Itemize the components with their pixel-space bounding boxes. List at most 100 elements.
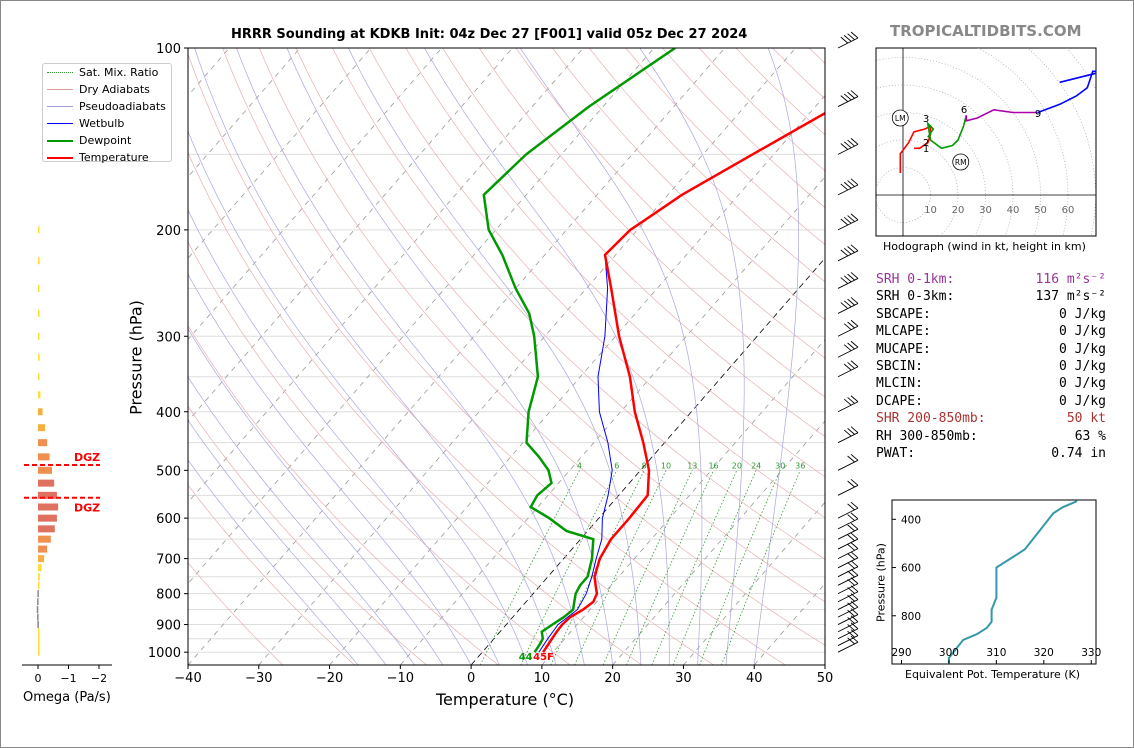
isotherm	[188, 48, 301, 178]
storm-motion-marker	[891, 109, 909, 127]
param-label: SBCAPE:	[876, 306, 931, 322]
isotherm	[258, 48, 796, 665]
pseudoadiabat	[424, 48, 670, 665]
x-tick-label: −20	[316, 671, 343, 686]
omega-bar	[36, 606, 39, 614]
hodograph-ring-label: 20	[952, 205, 965, 216]
legend-item-pseudoadiabats: Pseudoadiabats	[43, 99, 171, 115]
pseudoadiabat	[347, 48, 642, 665]
wind-barb-flag	[840, 277, 849, 284]
wind-barb-flag	[843, 141, 852, 149]
wind-barb-flag	[843, 344, 852, 352]
wind-barb-staff	[837, 635, 859, 646]
mixing-ratio-line	[550, 470, 645, 665]
mixing-ratio-label: 24	[751, 461, 761, 470]
omega-panel: DGZ DGZ 0 −1 −2	[22, 226, 112, 685]
wind-barb-staff	[837, 641, 859, 653]
theta-e-x-label: Equivalent Pot. Temperature (K)	[905, 668, 1081, 681]
wind-barb-flag	[847, 553, 855, 560]
wind-barb-staff	[837, 184, 859, 196]
wind-barb-flag	[847, 514, 855, 521]
wind-barb-flag	[850, 138, 859, 145]
wind-barb-staff	[837, 346, 859, 358]
param-mucape: MUCAPE: 0 J/kg	[876, 342, 1106, 359]
wind-barb-flag	[850, 31, 859, 39]
dry-adiabat	[295, 48, 825, 603]
omega-bar	[38, 453, 50, 461]
chart-title: HRRR Sounding at KDKB Init: 04z Dec 27 […	[231, 27, 748, 42]
omega-bar	[37, 613, 39, 621]
wind-barb-flag	[847, 321, 855, 329]
mixing-ratio-line	[520, 470, 618, 665]
omega-bar	[38, 514, 57, 522]
legend-label: Wetbulb	[79, 117, 125, 130]
param-label: SRH 0-3km:	[876, 289, 955, 305]
wind-barb-flag	[840, 36, 849, 44]
param-label: SHR 200-850mb:	[876, 411, 986, 427]
param-rh: RH 300-850mb: 63 %	[876, 429, 1106, 446]
mixing-ratio-line	[721, 470, 801, 665]
wind-barb-staff	[837, 219, 859, 231]
hodograph-height-label: 9	[1035, 109, 1041, 120]
skewt-profiles: 44 45F	[482, 48, 825, 663]
hodograph-ring-label: 50	[1034, 205, 1047, 216]
hodograph-height-label: 6	[961, 105, 967, 116]
wind-barb-flag	[847, 534, 855, 542]
wind-barb-flag	[843, 300, 852, 308]
param-label: PWAT:	[876, 445, 916, 461]
param-label: SRH 0-1km:	[876, 272, 955, 287]
hodograph-ring-label: 30	[979, 205, 992, 216]
wind-barb-flag	[847, 215, 855, 222]
x-axis-label: Temperature (°C)	[436, 690, 575, 709]
hodograph-ring-label: 40	[1007, 205, 1020, 216]
hodograph-panel: 10 20 30 40 50 60 12 3 6 9 LM RM	[875, 47, 1097, 237]
param-srh-0-1km: SRH 0-1km: 116 m²s⁻²	[876, 272, 1106, 289]
wind-barb-flag	[843, 93, 852, 101]
param-label: MLCIN:	[876, 376, 923, 392]
wind-barb-staff	[837, 250, 859, 262]
hodograph-frame	[875, 47, 1097, 237]
omega-x-tick-label: −1	[60, 672, 76, 685]
wind-barb-flag	[847, 609, 855, 617]
wind-barb-staff	[837, 557, 859, 569]
omega-bar	[38, 581, 40, 589]
dry-adiabat	[258, 48, 825, 646]
y-axis-label: Pressure (hPa)	[126, 300, 146, 415]
wind-barb-flag	[850, 568, 859, 576]
wind-barb-staff	[837, 538, 859, 550]
hodograph-ring-label: 60	[1062, 205, 1075, 216]
dry-adiabat	[552, 48, 825, 321]
wind-barb-staff	[837, 459, 859, 471]
omega-bar	[38, 373, 40, 381]
wind-barb-flag	[843, 429, 852, 437]
omega-bar	[38, 545, 48, 553]
param-value: 63 %	[1074, 428, 1106, 444]
wind-barb-flag	[843, 363, 852, 371]
pseudoadiabat	[188, 419, 387, 665]
y-tick-label: 700	[156, 553, 181, 568]
legend-label: Pseudoadiabats	[79, 100, 166, 113]
param-mlcin: MLCIN: 0 J/kg	[876, 376, 1106, 393]
wind-barb-flag	[850, 244, 859, 252]
wind-barb-flag	[850, 608, 859, 615]
wind-barb-flag	[847, 637, 855, 645]
wind-barb-staff	[837, 37, 859, 49]
pseudoadiabat	[286, 48, 614, 665]
omega-bar	[37, 598, 39, 606]
wind-barb-flag	[847, 503, 855, 511]
omega-x-tick-label: 0	[35, 672, 42, 685]
wind-barb-staff	[837, 507, 859, 519]
omega-axis-label: Omega (Pa/s)	[23, 690, 111, 705]
legend-item-temperature: Temperature	[43, 150, 171, 166]
y-tick-label: 900	[156, 619, 181, 634]
theta-e-x-tick-label: 330	[1081, 647, 1101, 659]
wind-barb-staff	[837, 528, 859, 540]
wind-barb-staff	[837, 303, 859, 314]
omega-bar	[38, 535, 51, 543]
wind-barb-flag	[850, 272, 859, 279]
dry-adiabat	[188, 484, 355, 665]
y-tick-label: 400	[156, 406, 181, 421]
wind-barb-flag	[847, 362, 855, 369]
wind-barb-flag	[850, 340, 859, 348]
pseudoadiabat	[194, 48, 557, 665]
